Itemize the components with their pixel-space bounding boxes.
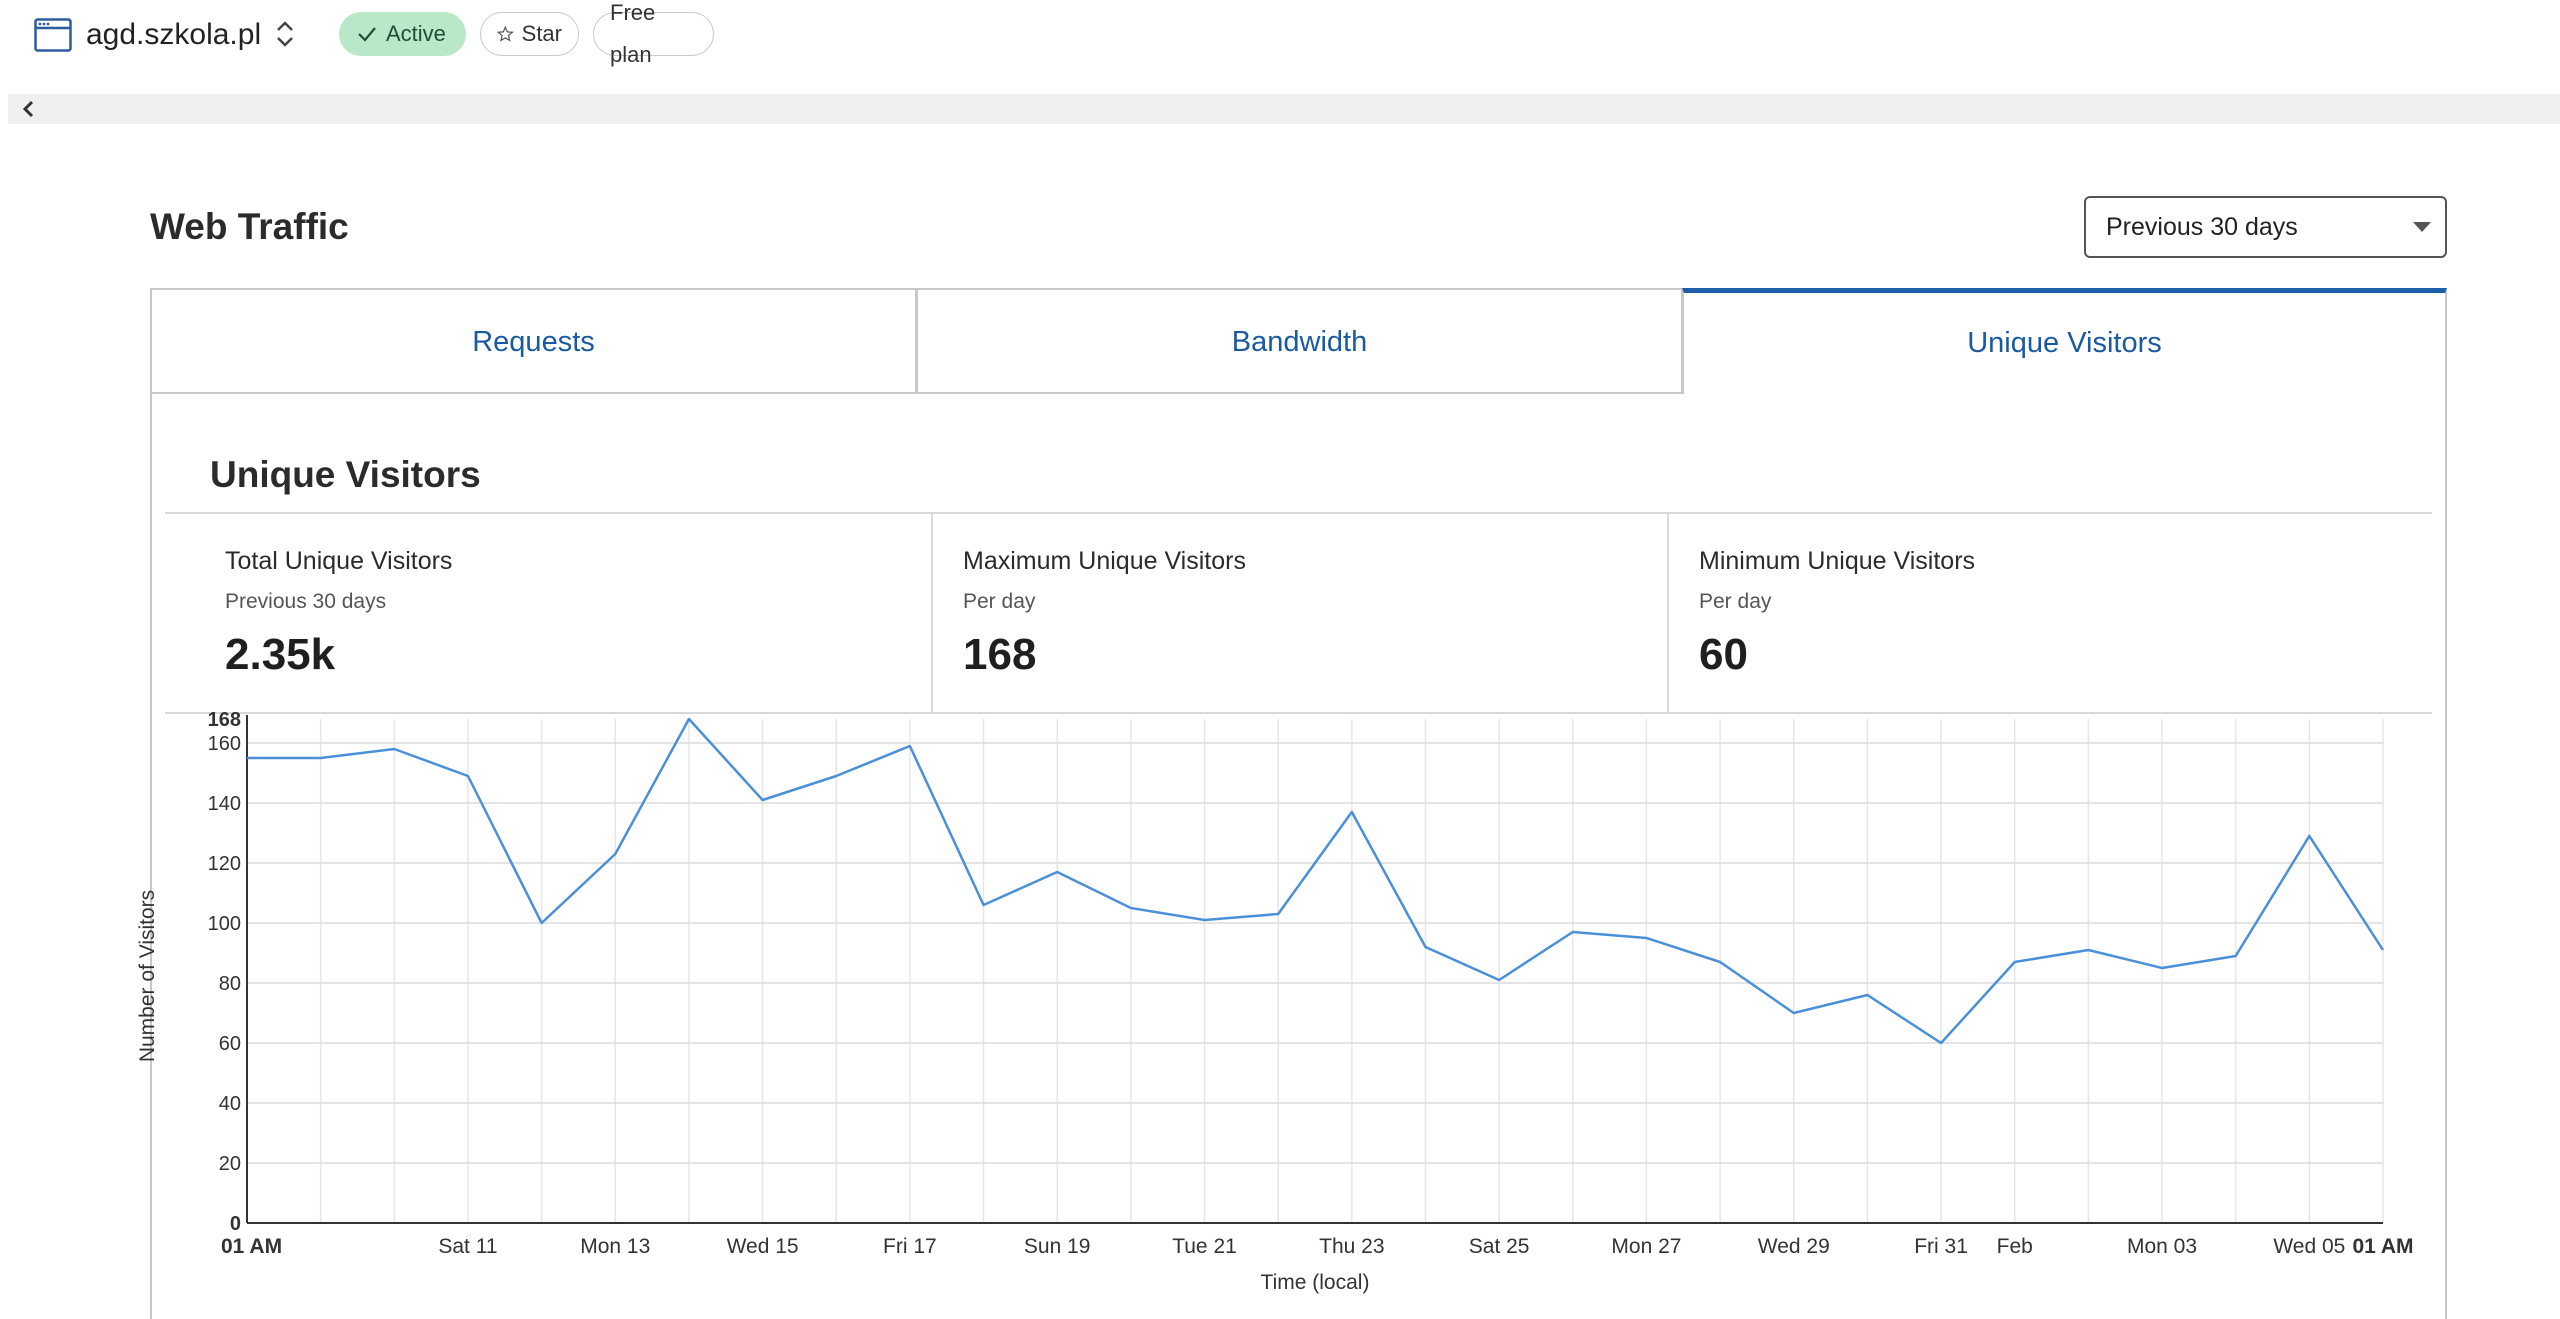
y-tick-label: 40 [219,1093,241,1115]
stat-label: Minimum Unique Visitors [1699,547,1976,575]
series-line [247,717,2385,1045]
y-tick-label: 0 [230,1213,241,1235]
stat-sub: Previous 30 days [225,590,387,613]
unique-visitors-panel [150,392,2447,1319]
x-tick-label: Tue 21 [1172,1235,1237,1258]
up-down-chevron-icon[interactable] [272,16,298,52]
x-tick-label: 01 AM [221,1235,282,1258]
stat-value: 168 [963,630,1037,679]
stat-label: Total Unique Visitors [225,547,453,575]
x-tick-label: Wed 05 [2273,1235,2345,1258]
y-tick-label: 60 [219,1033,241,1055]
x-tick-label: Sat 11 [438,1235,497,1258]
y-tick-label: 168 [208,709,241,731]
caret-down-icon [2413,222,2431,232]
browser-window-icon [34,18,72,52]
star-icon [497,25,514,42]
x-tick-label: Mon 13 [580,1235,650,1258]
x-tick-label: Sat 25 [1469,1235,1530,1258]
stat-sub: Per day [1699,590,1772,613]
status-badge: Active [339,12,466,56]
x-tick-label: Feb [1997,1235,2033,1258]
panel-title: Unique Visitors [210,454,481,495]
tab-bandwidth[interactable]: Bandwidth [916,288,1683,394]
x-tick-label: Fri 17 [883,1235,937,1258]
y-tick-label: 140 [208,793,241,815]
y-tick-label: 100 [208,913,241,935]
tab-unique-visitors[interactable]: Unique Visitors [1682,288,2447,394]
stat-label: Maximum Unique Visitors [963,547,1246,575]
tab-requests[interactable]: Requests [150,288,917,394]
x-axis-label: Time (local) [1261,1271,1370,1294]
plan-badge: Free plan [593,0,714,67]
x-tick-label: 01 AM [2352,1235,2413,1258]
stat-total: Total Unique Visitors Previous 30 days 2… [165,514,932,712]
x-tick-label: Mon 27 [1611,1235,1681,1258]
stats-row: Total Unique Visitors Previous 30 days 2… [165,512,2432,714]
page-title: Web Traffic [150,206,349,247]
star-button[interactable]: Star [480,12,579,56]
y-tick-label: 80 [219,973,241,995]
y-axis-label: Number of Visitors [136,890,159,1062]
collapse-bar [8,94,2560,124]
site-header: agd.szkola.pl Active Star Free plan [0,0,2560,72]
site-name: agd.szkola.pl [86,18,262,51]
status-label: Active [386,21,446,46]
x-tick-label: Mon 03 [2127,1235,2197,1258]
y-tick-label: 160 [208,733,241,755]
time-range-value: Previous 30 days [2106,213,2298,241]
stat-value: 60 [1699,630,1748,679]
x-tick-label: Wed 29 [1758,1235,1830,1258]
time-range-select[interactable]: Previous 30 days [2084,196,2447,258]
chevron-left-icon[interactable] [18,98,40,120]
x-tick-label: Fri 31 [1914,1235,1968,1258]
y-tick-label: 20 [219,1153,241,1175]
x-tick-label: Sun 19 [1024,1235,1091,1258]
check-icon [358,27,376,42]
stat-value: 2.35k [225,630,336,679]
plan-label: Free plan [610,0,656,67]
x-tick-label: Wed 15 [727,1235,799,1258]
stat-maximum: Maximum Unique Visitors Per day 168 [931,514,1668,712]
stat-minimum: Minimum Unique Visitors Per day 60 [1667,514,2432,712]
y-tick-label: 120 [208,853,241,875]
x-tick-label: Thu 23 [1319,1235,1384,1258]
stat-sub: Per day [963,590,1036,613]
traffic-tabs: Requests Bandwidth Unique Visitors [150,288,2447,394]
star-label: Star [521,21,562,46]
